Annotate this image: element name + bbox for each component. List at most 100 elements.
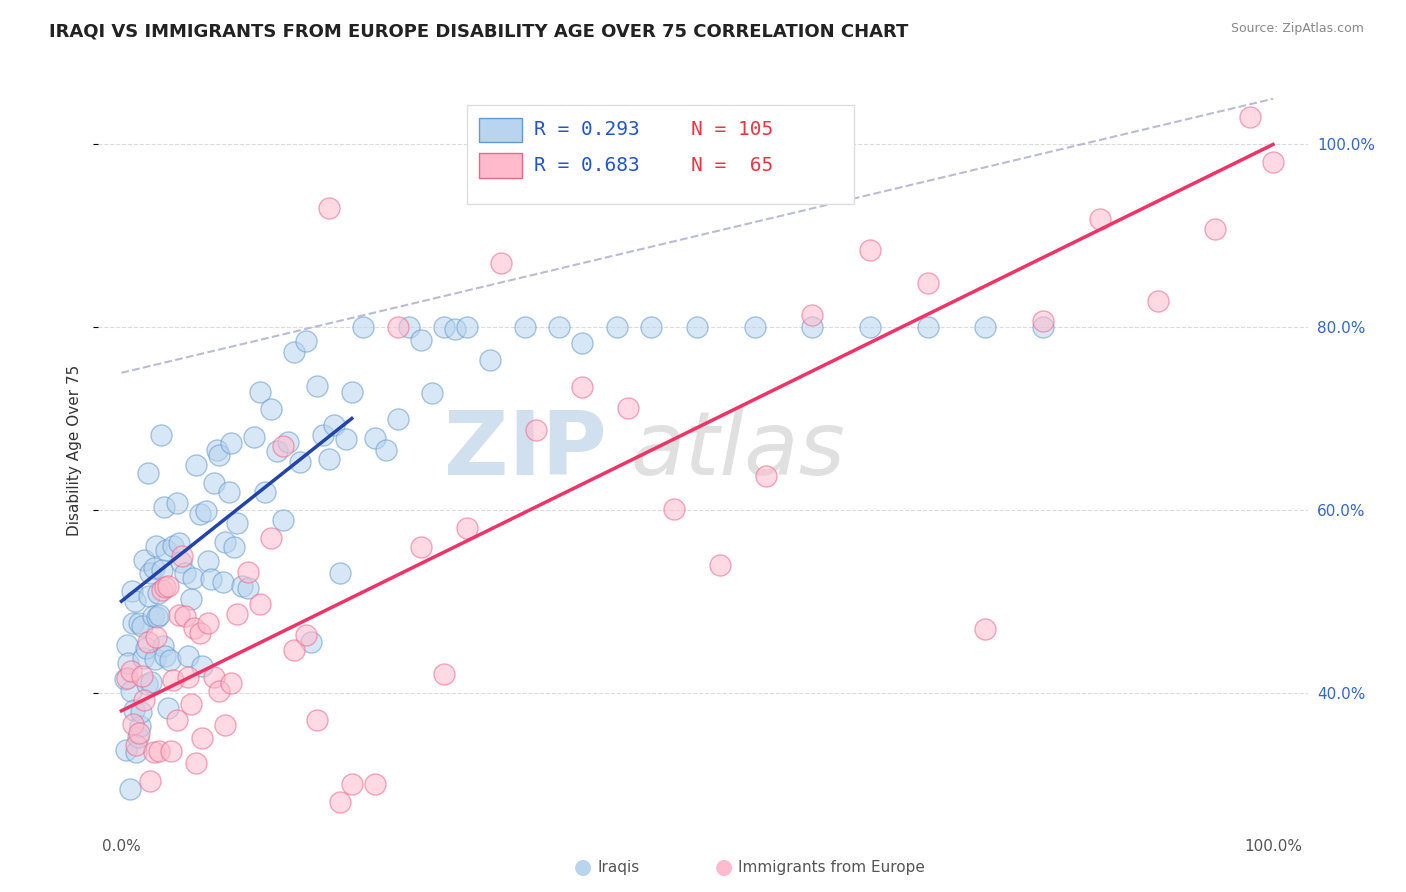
- Point: [180, 697, 202, 711]
- Point: [224, 540, 246, 554]
- Point: [166, 496, 188, 510]
- Point: [491, 256, 513, 270]
- Point: [145, 539, 167, 553]
- Point: [202, 670, 225, 684]
- Point: [149, 427, 172, 442]
- Point: [197, 554, 219, 568]
- Point: [136, 466, 159, 480]
- Point: [118, 782, 141, 797]
- Point: [177, 649, 200, 664]
- Point: [456, 521, 478, 535]
- Point: [200, 573, 222, 587]
- Point: [194, 504, 217, 518]
- Point: [409, 333, 432, 347]
- Point: [183, 621, 205, 635]
- Point: [571, 335, 593, 350]
- Point: [135, 641, 157, 656]
- Point: [181, 571, 204, 585]
- Point: [180, 592, 202, 607]
- FancyBboxPatch shape: [479, 153, 522, 178]
- Point: [148, 607, 170, 622]
- Point: [167, 536, 190, 550]
- Text: N = 105: N = 105: [690, 120, 773, 139]
- Point: [917, 277, 939, 291]
- Point: [571, 380, 593, 394]
- Point: [283, 642, 305, 657]
- Point: [260, 402, 283, 417]
- Point: [131, 619, 153, 633]
- Point: [134, 693, 156, 707]
- Point: [155, 580, 177, 594]
- Point: [277, 435, 299, 450]
- Point: [142, 745, 165, 759]
- Point: [128, 615, 150, 630]
- Point: [859, 320, 882, 334]
- Point: [152, 639, 174, 653]
- Point: [191, 731, 214, 745]
- Point: [159, 653, 181, 667]
- Point: [214, 717, 236, 731]
- Point: [271, 439, 294, 453]
- Point: [307, 379, 329, 393]
- Point: [125, 745, 148, 759]
- Point: [352, 320, 374, 334]
- Point: [283, 344, 305, 359]
- Point: [218, 485, 240, 500]
- Text: IRAQI VS IMMIGRANTS FROM EUROPE DISABILITY AGE OVER 75 CORRELATION CHART: IRAQI VS IMMIGRANTS FROM EUROPE DISABILI…: [49, 22, 908, 40]
- Point: [219, 676, 242, 690]
- Point: [254, 485, 277, 500]
- Point: [146, 609, 169, 624]
- Point: [138, 589, 160, 603]
- Point: [128, 719, 150, 733]
- Point: [236, 566, 259, 580]
- Point: [1239, 110, 1261, 124]
- Point: [150, 582, 173, 597]
- Point: [173, 608, 195, 623]
- Point: [148, 586, 170, 600]
- Point: [364, 777, 387, 791]
- Point: [249, 598, 271, 612]
- Point: [801, 320, 824, 334]
- Point: [202, 476, 225, 491]
- Point: [115, 638, 138, 652]
- Point: [456, 320, 478, 334]
- Point: [188, 626, 211, 640]
- Point: [422, 386, 444, 401]
- Text: R = 0.683: R = 0.683: [534, 156, 640, 175]
- Point: [664, 501, 686, 516]
- Point: [214, 534, 236, 549]
- Point: [387, 411, 409, 425]
- Point: [686, 320, 709, 334]
- Text: ●: ●: [716, 857, 733, 877]
- Point: [131, 669, 153, 683]
- Point: [917, 320, 939, 334]
- Point: [162, 539, 184, 553]
- Point: [120, 665, 142, 679]
- Point: [141, 609, 163, 624]
- Text: Immigrants from Europe: Immigrants from Europe: [738, 860, 925, 874]
- Point: [205, 443, 228, 458]
- Point: [1204, 222, 1226, 236]
- Text: Iraqis: Iraqis: [598, 860, 640, 874]
- Point: [606, 320, 628, 334]
- Point: [859, 243, 882, 257]
- Point: [266, 444, 288, 458]
- Point: [122, 615, 145, 630]
- Point: [143, 652, 166, 666]
- FancyBboxPatch shape: [467, 105, 855, 204]
- Point: [167, 607, 190, 622]
- Point: [329, 795, 352, 809]
- Point: [172, 549, 194, 563]
- Point: [375, 443, 398, 458]
- Point: [231, 579, 253, 593]
- Point: [120, 684, 142, 698]
- Point: [197, 615, 219, 630]
- Point: [1032, 314, 1054, 328]
- Point: [160, 744, 183, 758]
- Point: [301, 635, 323, 649]
- Point: [398, 320, 420, 334]
- Point: [125, 739, 148, 753]
- Point: [173, 566, 195, 580]
- Point: [155, 543, 177, 558]
- Point: [294, 628, 316, 642]
